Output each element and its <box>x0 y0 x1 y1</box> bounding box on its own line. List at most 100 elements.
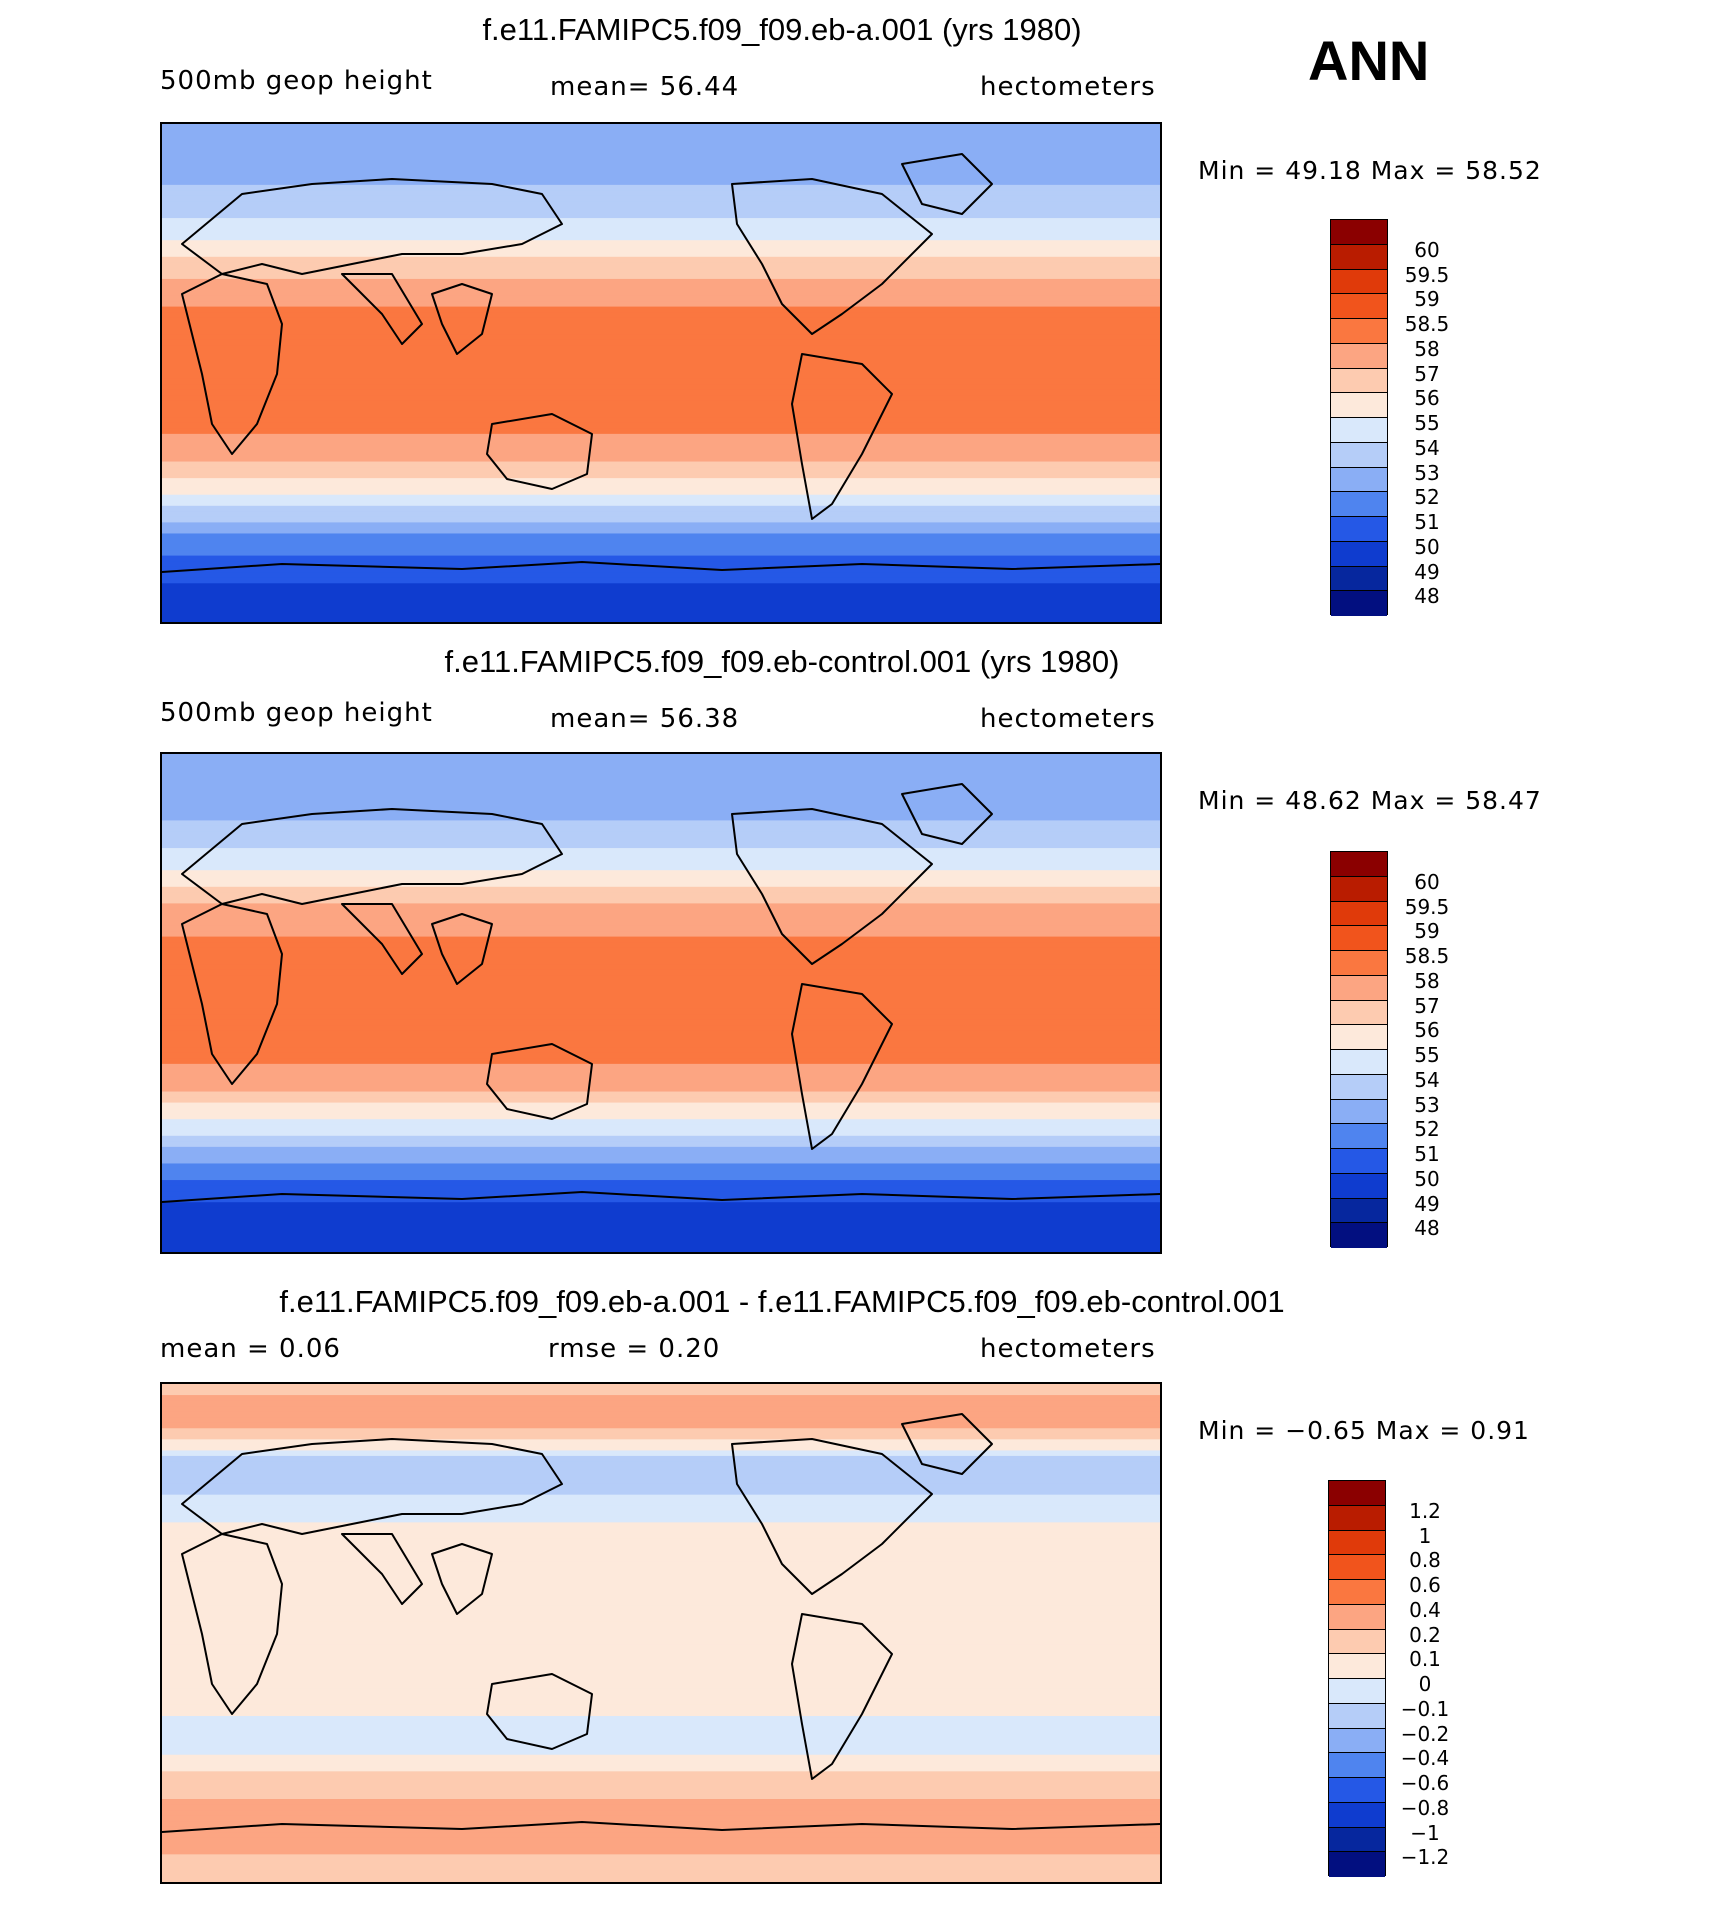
panel-2-band <box>162 975 1160 982</box>
panel-1-band <box>162 284 1160 291</box>
panel-2-colorbar-swatch <box>1331 1198 1387 1224</box>
panel-3-left-label: mean = 0.06 <box>160 1334 341 1364</box>
panel-2-band <box>162 1019 1160 1026</box>
panel-1-colorbar-label: 59.5 <box>1404 262 1450 287</box>
panel-1-band <box>162 428 1160 435</box>
panel-1-band <box>162 173 1160 180</box>
panel-1-band <box>162 373 1160 380</box>
panel-1-minmax: Min = 49.18 Max = 58.52 <box>1198 156 1542 185</box>
panel-3-colorbar-swatch <box>1329 1505 1385 1531</box>
panel-1-band <box>162 522 1160 529</box>
panel-1-colorbar-label: 58 <box>1414 336 1440 361</box>
panel-3-colorbar-swatch <box>1329 1753 1385 1778</box>
panel-1-colorbar-swatch <box>1331 492 1387 517</box>
panel-2-center-label: mean= 56.38 <box>550 704 740 734</box>
panel-2-band <box>162 958 1160 965</box>
panel-1-colorbar-label: 51 <box>1414 510 1440 534</box>
panel-2-band <box>162 881 1160 888</box>
panel-1-band <box>162 256 1160 263</box>
panel-2-band <box>162 831 1160 838</box>
panel-3-colorbar-label: 0.8 <box>1409 1548 1441 1573</box>
panel-3-band <box>162 1666 1160 1673</box>
panel-1-band <box>162 135 1160 142</box>
panel-2-colorbar-swatch <box>1331 1050 1387 1075</box>
panel-3-band <box>162 1710 1160 1717</box>
panel-3-colorbar-swatch <box>1329 1802 1385 1828</box>
panel-3-band <box>162 1810 1160 1817</box>
panel-3-band <box>162 1732 1160 1739</box>
panel-3-right-label: hectometers <box>980 1334 1156 1364</box>
panel-2-coastline <box>486 1043 593 1120</box>
panel-1-band <box>162 184 1160 191</box>
panel-3-band <box>162 1660 1160 1667</box>
panel-2-band <box>162 1130 1160 1137</box>
panel-1-colorbar-swatch <box>1331 467 1387 493</box>
panel-1-band <box>162 356 1160 363</box>
panel-1-band <box>162 334 1160 341</box>
panel-2-band <box>162 1135 1160 1142</box>
panel-2-coastline <box>901 783 993 845</box>
panel-1-band <box>162 212 1160 219</box>
panel-3-title: f.e11.FAMIPC5.f09_f09.eb-a.001 - f.e11.F… <box>279 1284 1285 1319</box>
panel-3-coastline <box>791 1613 893 1780</box>
panel-2-band <box>162 1080 1160 1087</box>
panel-3-colorbar-swatch <box>1329 1778 1385 1803</box>
panel-2-colorbar-label: 53 <box>1414 1092 1440 1117</box>
panel-3-band <box>162 1727 1160 1734</box>
panel-2-band <box>162 781 1160 788</box>
panel-3-band <box>162 1633 1160 1640</box>
panel-3-band <box>162 1478 1160 1485</box>
panel-2-coastline <box>431 913 493 985</box>
panel-2-colorbar-label: 54 <box>1414 1067 1440 1092</box>
panel-1-colorbar-swatch <box>1331 517 1387 542</box>
panel-3-band <box>162 1511 1160 1518</box>
panel-1-band <box>162 245 1160 252</box>
panel-2-colorbar-swatch <box>1331 1074 1387 1100</box>
panel-3-band <box>162 1815 1160 1822</box>
panel-1-colorbar-label: 53 <box>1414 460 1440 485</box>
panel-1-band <box>162 605 1160 612</box>
panel-2-coastline <box>791 983 893 1150</box>
panel-1-coastline <box>341 273 423 345</box>
panel-1-band <box>162 223 1160 230</box>
panel-3-band <box>162 1716 1160 1723</box>
panel-2-colorbar-swatch <box>1331 852 1387 877</box>
panel-1-colorbar-swatch <box>1331 220 1387 245</box>
panel-3-band <box>162 1743 1160 1750</box>
panel-2-band <box>162 953 1160 960</box>
panel-3-colorbar-label: −0.2 <box>1400 1721 1450 1746</box>
panel-1-colorbar-swatch <box>1331 343 1387 369</box>
panel-2-band <box>162 1063 1160 1070</box>
panel-3-band <box>162 1616 1160 1623</box>
panel-2-band <box>162 1163 1160 1170</box>
panel-3-band <box>162 1821 1160 1828</box>
panel-2-colorbar-label: 48 <box>1414 1216 1440 1241</box>
panel-1-colorbar-swatch <box>1331 294 1387 319</box>
panel-2-band <box>162 798 1160 805</box>
panel-3-band <box>162 1461 1160 1468</box>
panel-3-band <box>162 1566 1160 1573</box>
panel-1-band <box>162 467 1160 474</box>
panel-1-band <box>162 433 1160 440</box>
panel-2-map-svg <box>162 754 1160 1252</box>
panel-3-map-svg <box>162 1384 1160 1882</box>
panel-3-minmax: Min = −0.65 Max = 0.91 <box>1198 1416 1530 1445</box>
panel-1-band <box>162 201 1160 208</box>
panel-1-band <box>162 478 1160 485</box>
panel-2-band <box>162 859 1160 866</box>
panel-1-band <box>162 146 1160 153</box>
panel-1-map-svg <box>162 124 1160 622</box>
panel-2-band <box>162 1207 1160 1214</box>
panel-3-band <box>162 1444 1160 1451</box>
panel-1-band <box>162 444 1160 452</box>
panel-1-band <box>162 140 1160 147</box>
panel-1-band <box>162 367 1160 374</box>
panel-2-colorbar-label: 60 <box>1414 869 1440 894</box>
panel-2-band <box>162 848 1160 855</box>
panel-1-colorbar-label: 58.5 <box>1404 312 1450 336</box>
panel-2-band <box>162 1086 1160 1093</box>
panel-2-band <box>162 1108 1160 1115</box>
panel-1-band <box>162 417 1160 424</box>
panel-3-band <box>162 1522 1160 1529</box>
panel-1-right-label: hectometers <box>980 72 1156 102</box>
